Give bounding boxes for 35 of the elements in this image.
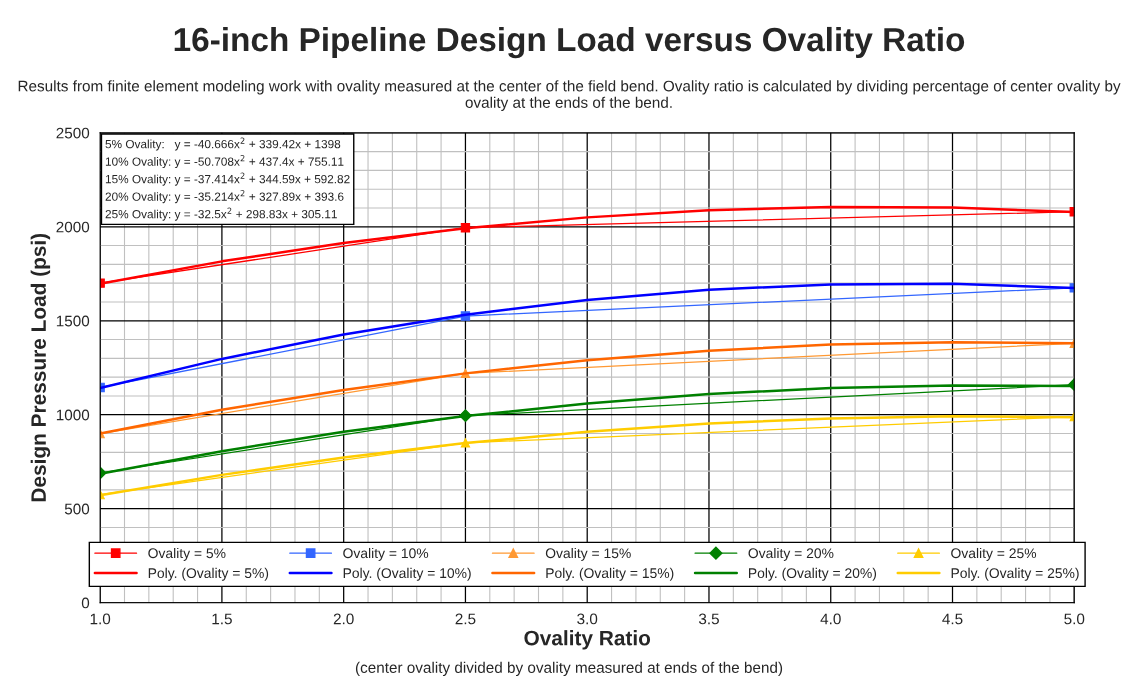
legend-label: Ovality = 10% xyxy=(343,547,429,561)
annotation: 25% Ovality: y = -32.5x$^{2}$ + 298.83x + 305.11 xyxy=(105,207,337,221)
legend-label: Ovality = 15% xyxy=(545,547,631,561)
annotation: 20% Ovality: y = -35.214x$^{2}$ + 327.89x + 393.6 xyxy=(105,190,344,204)
chart-title: 16-inch Pipeline Design Load versus Ovality Ratio xyxy=(174,26,965,59)
annotation: 15% Ovality: y = -37.414x$^{2}$ + 344.59x + 592.82 xyxy=(105,172,350,186)
text: (center ovality divided by ovality measured at ends of the bend) xyxy=(355,661,783,676)
legend-label: Poly. (Ovality = 25%) xyxy=(951,567,1079,581)
annotation: 10% Ovality: y = -50.708x$^{2}$ + 437.4x + 755.11 xyxy=(105,155,344,169)
y-tick-label: 500 xyxy=(64,503,90,515)
x-tick-label: 2.5 xyxy=(455,613,476,625)
x-tick-label: 3.5 xyxy=(698,613,719,625)
legend-label: Poly. (Ovality = 20%) xyxy=(749,567,877,581)
y-tick-label: 1500 xyxy=(56,315,90,327)
legend-label: Ovality = 5% xyxy=(148,547,226,561)
x-tick-label: 1.5 xyxy=(212,613,232,625)
x-tick-label: 4.5 xyxy=(942,613,963,625)
x-axis-title: Ovality Ratio xyxy=(524,630,651,650)
y-tick-label: 1000 xyxy=(56,409,90,421)
legend-label: Ovality = 20% xyxy=(748,547,834,561)
legend-label: Poly. (Ovality = 10%) xyxy=(343,567,471,581)
y-tick-label: 0 xyxy=(81,597,90,609)
x-tick-label: 1.0 xyxy=(90,613,111,625)
legend-label: Ovality = 25% xyxy=(951,547,1037,561)
y-axis-title: Design Pressure Load (psi) xyxy=(30,233,51,502)
legend-label: Poly. (Ovality = 15%) xyxy=(546,567,674,581)
y-tick-label: 2500 xyxy=(56,127,90,139)
y-tick-label: 2000 xyxy=(56,221,90,233)
x-tick-label: 3.0 xyxy=(577,613,598,625)
x-tick-label: 5.0 xyxy=(1064,613,1085,625)
chart-subtitle: Results from finite element modeling work with ovality measured at the center of the field bend. Ovality ratio is calculated by dividing percentage of center ovality by ovality at the ends of the bend. xyxy=(18,80,1121,111)
annotation: 5% Ovality: y = -40.666x$^{2}$ + 339.42x + 1398 xyxy=(105,137,341,151)
x-tick-label: 4.0 xyxy=(820,613,841,625)
x-tick-label: 2.0 xyxy=(333,613,354,625)
legend-label: Poly. (Ovality = 5%) xyxy=(148,567,269,581)
